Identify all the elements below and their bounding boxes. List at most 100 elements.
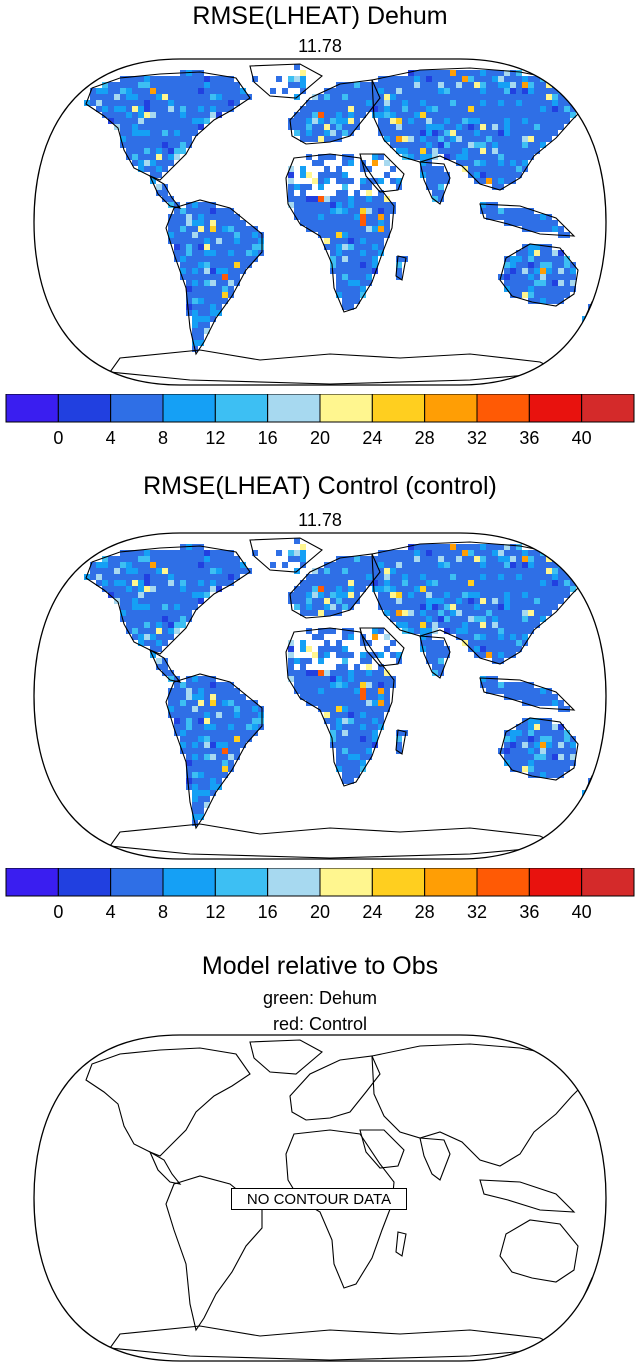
grid-cell [336,586,342,592]
grid-cell [342,586,348,592]
grid-cell [432,136,438,142]
grid-cell [318,214,324,220]
grid-cell [348,718,354,724]
grid-cell [348,298,354,304]
grid-cell [486,640,492,646]
grid-cell [426,70,432,76]
grid-cell [192,70,198,76]
grid-cell [234,712,240,718]
grid-cell [432,112,438,118]
grid-cell [348,208,354,214]
grid-cell [342,112,348,118]
grid-cell [348,742,354,748]
grid-cell [150,100,156,106]
grid-cell [486,652,492,658]
grid-cell [456,556,462,562]
grid-cell [174,712,180,718]
grid-cell [138,622,144,628]
grid-cell [312,676,318,682]
grid-cell [354,706,360,712]
grid-cell [216,238,222,244]
grid-cell [318,568,324,574]
grid-cell [318,208,324,214]
grid-cell [498,628,504,634]
grid-cell [444,574,450,580]
grid-cell [180,592,186,598]
grid-cell [174,610,180,616]
grid-cell [438,178,444,184]
grid-cell [516,562,522,568]
grid-cell [240,730,246,736]
grid-cell [186,760,192,766]
grid-cell [522,742,528,748]
grid-cell [402,124,408,130]
grid-cell [318,118,324,124]
grid-cell [156,550,162,556]
grid-cell [324,136,330,142]
grid-cell [510,76,516,82]
grid-cell [384,562,390,568]
grid-cell [420,598,426,604]
grid-cell [324,712,330,718]
grid-cell [216,88,222,94]
grid-cell [156,574,162,580]
grid-cell [228,292,234,298]
grid-cell [192,214,198,220]
grid-cell [288,550,294,556]
grid-cell [186,142,192,148]
grid-cell [540,760,546,766]
grid-cell [222,250,228,256]
grid-cell [504,124,510,130]
grid-cell [138,148,144,154]
grid-cell [378,214,384,220]
grid-cell [438,658,444,664]
grid-cell [468,160,474,166]
grid-cell [498,82,504,88]
grid-cell [540,142,546,148]
grid-cell [432,142,438,148]
grid-cell [498,154,504,160]
grid-cell [192,580,198,586]
grid-cell [372,700,378,706]
grid-cell [330,208,336,214]
grid-cell [528,214,534,220]
grid-cell [150,568,156,574]
grid-cell [414,94,420,100]
grid-cell [546,562,552,568]
grid-cell [522,610,528,616]
coastline [499,243,579,307]
grid-cell [306,646,312,652]
grid-cell [318,580,324,586]
grid-cell [210,568,216,574]
grid-cell [462,556,468,562]
grid-cell [402,616,408,622]
grid-cell [540,136,546,142]
grid-cell [504,88,510,94]
grid-cell [468,130,474,136]
colorbar-label: 12 [205,902,225,922]
grid-cell [126,574,132,580]
grid-cell [570,754,576,760]
colorbar-box [110,868,164,897]
grid-cell [132,592,138,598]
grid-cell [396,568,402,574]
grid-cell [342,130,348,136]
grid-cell [498,172,504,178]
grid-cell [354,724,360,730]
grid-cell [342,298,348,304]
colorbar-label: 28 [415,902,435,922]
grid-cell [294,112,300,118]
grid-cell [432,604,438,610]
grid-cell [120,76,126,82]
grid-cell [504,112,510,118]
grid-cell [138,610,144,616]
grid-cell [456,112,462,118]
grid-cell [486,646,492,652]
grid-cell [342,184,348,190]
grid-cell [198,124,204,130]
grid-cell [300,544,306,550]
grid-cell [528,562,534,568]
grid-cell [144,574,150,580]
grid-cell [396,580,402,586]
grid-cell [558,724,564,730]
